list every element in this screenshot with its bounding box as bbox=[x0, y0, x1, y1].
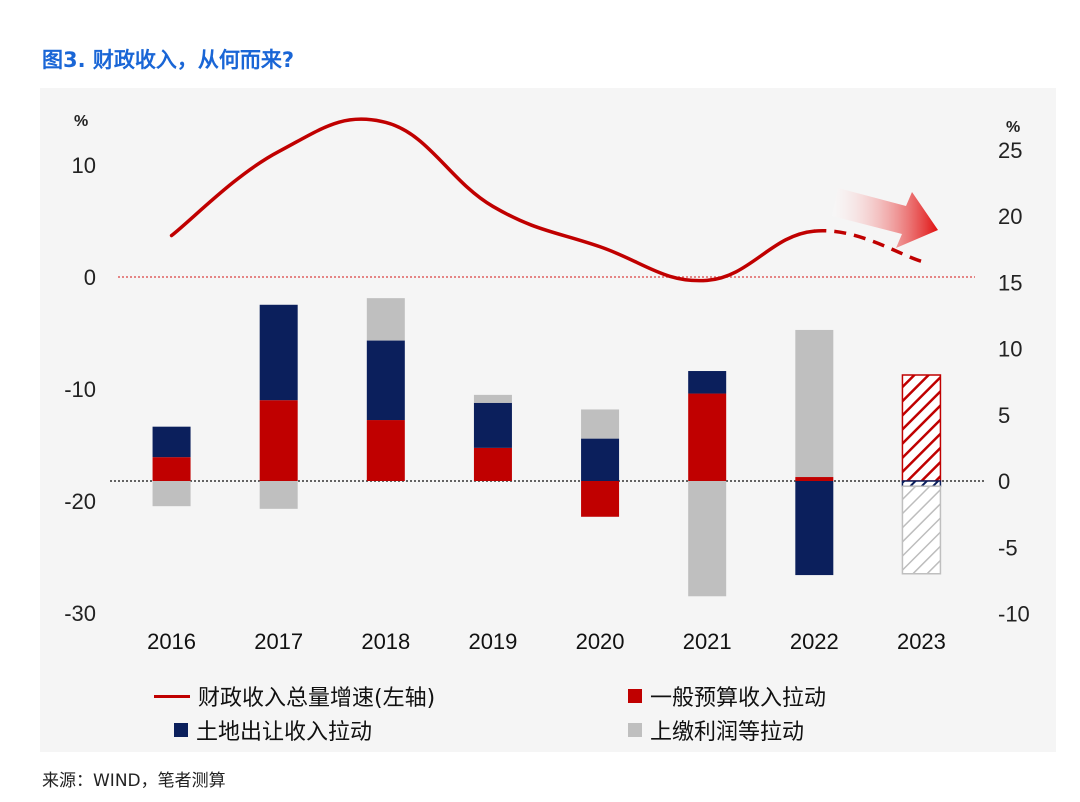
right-axis-tick-label: 0 bbox=[998, 469, 1010, 494]
category-label-2021: 2021 bbox=[683, 629, 732, 654]
category-label-2019: 2019 bbox=[468, 629, 517, 654]
bar-land-2023 bbox=[901, 480, 942, 488]
legend-label-general-budget: 一般预算收入拉动 bbox=[650, 686, 827, 711]
line-series-actual bbox=[169, 117, 817, 283]
right-axis-tick-label: 25 bbox=[998, 138, 1022, 163]
category-label-2016: 2016 bbox=[147, 629, 196, 654]
bar-profit-2022 bbox=[795, 329, 834, 478]
bar-land-2018 bbox=[366, 340, 405, 421]
legend-item-land: 土地出让收入拉动 bbox=[174, 714, 372, 746]
bar-land-2016 bbox=[152, 426, 191, 458]
bar-profit-2023 bbox=[901, 485, 942, 575]
left-axis-tick-label: 10 bbox=[72, 153, 96, 178]
bar-general-budget-2023 bbox=[901, 374, 942, 482]
category-label-2017: 2017 bbox=[254, 629, 303, 654]
category-label-2018: 2018 bbox=[361, 629, 410, 654]
left-axis-tick-label: -10 bbox=[64, 377, 96, 402]
bar-general-budget-2022 bbox=[795, 477, 834, 481]
source-note: 来源：WIND，笔者测算 bbox=[42, 771, 226, 791]
legend-item-general-budget: 一般预算收入拉动 bbox=[628, 680, 826, 712]
bar-profit-2016 bbox=[152, 481, 191, 507]
bar-land-2019 bbox=[473, 402, 512, 448]
category-label-2020: 2020 bbox=[576, 629, 625, 654]
bar-land-2017 bbox=[259, 304, 298, 401]
left-axis-tick-label: 0 bbox=[84, 265, 96, 290]
bar-general-budget-2019 bbox=[473, 447, 512, 481]
trend-arrow-icon bbox=[832, 188, 938, 248]
category-label-2023: 2023 bbox=[897, 629, 946, 654]
bar-land-2022 bbox=[795, 481, 834, 576]
legend-item-profit: 上缴利润等拉动 bbox=[628, 714, 804, 746]
right-axis-tick-label: -10 bbox=[998, 602, 1030, 627]
bar-general-budget-2018 bbox=[366, 420, 405, 481]
chart-title: 图3. 财政收入，从何而来? bbox=[42, 48, 295, 72]
legend-land-swatch bbox=[174, 723, 188, 737]
left-axis-unit: % bbox=[74, 113, 88, 130]
left-axis-tick-label: -30 bbox=[64, 601, 96, 626]
right-axis-tick-label: 15 bbox=[998, 270, 1022, 295]
legend-profit-swatch bbox=[628, 723, 642, 737]
bar-land-2021 bbox=[688, 371, 727, 394]
legend-label-line: 财政收入总量增速(左轴) bbox=[198, 686, 436, 711]
bar-profit-2017 bbox=[259, 481, 298, 509]
right-axis-tick-label: 5 bbox=[998, 403, 1010, 428]
category-label-2022: 2022 bbox=[790, 629, 839, 654]
bar-profit-2019 bbox=[473, 394, 512, 403]
bar-general-budget-2017 bbox=[259, 400, 298, 481]
legend-label-profit: 上缴利润等拉动 bbox=[650, 720, 805, 745]
bar-general-budget-2021 bbox=[688, 393, 727, 481]
bar-profit-2018 bbox=[366, 298, 405, 341]
bar-general-budget-2020 bbox=[581, 481, 620, 517]
chart-svg: 10 0 -10 -20 -30% 25 20 15 10 5 0 -5 -10% 2016 2017 20… bbox=[64, 113, 1030, 654]
bar-general-budget-2016 bbox=[152, 457, 191, 481]
right-axis-tick-label: 20 bbox=[998, 204, 1022, 229]
legend-item-line: 财政收入总量增速(左轴) bbox=[154, 680, 435, 712]
left-axis-tick-label: -20 bbox=[64, 489, 96, 514]
bar-land-2020 bbox=[581, 438, 620, 481]
legend-label-land: 土地出让收入拉动 bbox=[196, 720, 373, 745]
right-axis-unit: % bbox=[1006, 119, 1020, 136]
legend-line-swatch bbox=[154, 694, 190, 698]
legend-general-budget-swatch bbox=[628, 689, 642, 703]
right-axis-tick-label: -5 bbox=[998, 535, 1018, 560]
chart-area: 10 0 -10 -20 -30% 25 20 15 10 5 0 -5 -10% 2016 2017 20… bbox=[40, 88, 1056, 752]
line-series-projected bbox=[814, 229, 922, 264]
bar-profit-2020 bbox=[581, 409, 620, 439]
bar-profit-2021 bbox=[688, 481, 727, 597]
right-axis-tick-label: 10 bbox=[998, 337, 1022, 362]
